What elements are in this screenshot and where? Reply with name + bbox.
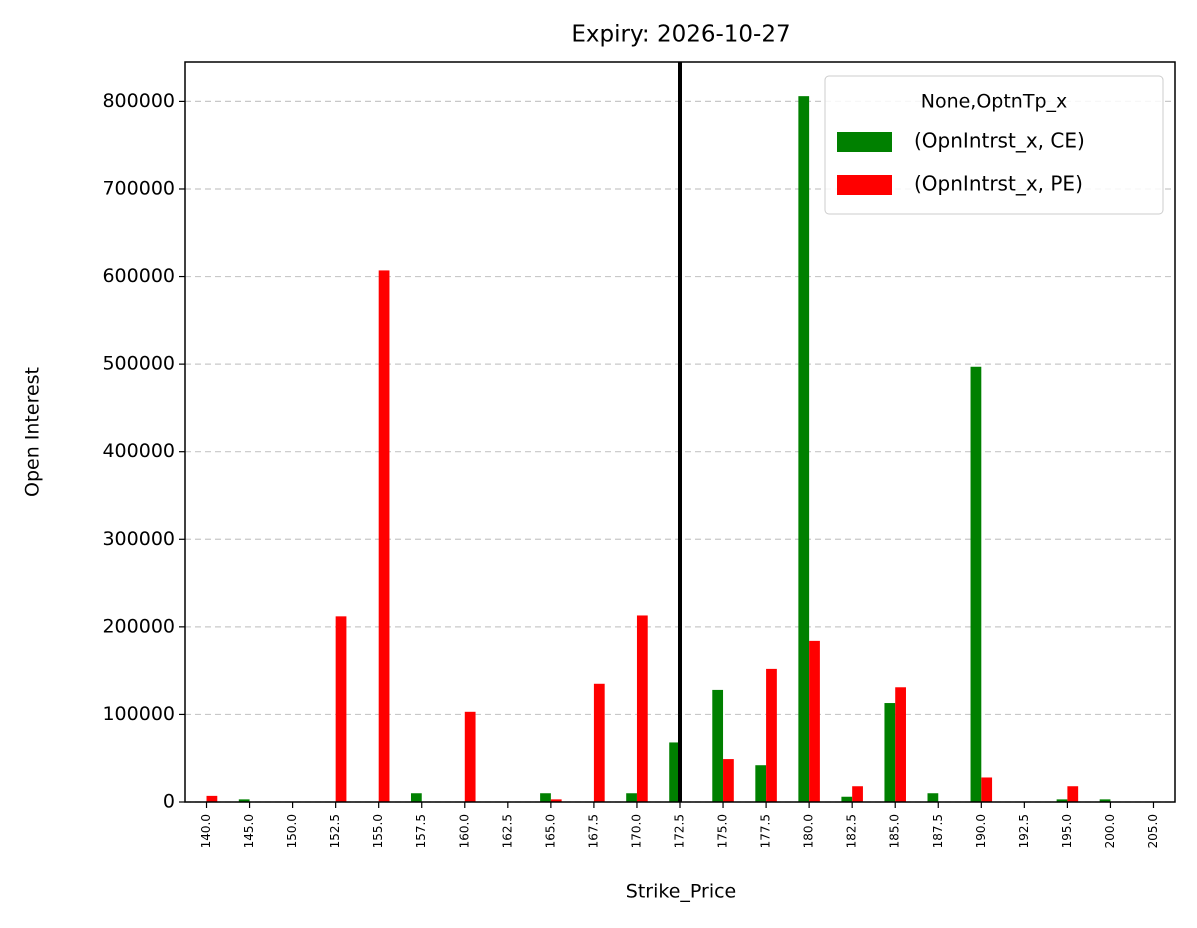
x-tick-label: 140.0 (199, 814, 213, 848)
bar (1056, 799, 1068, 802)
bar (540, 793, 551, 802)
x-tick-label: 152.5 (328, 814, 342, 848)
x-tick-label: 185.0 (888, 814, 902, 848)
x-tick-label: 157.5 (414, 814, 428, 848)
y-tick-label: 800000 (102, 90, 175, 112)
x-tick-label: 192.5 (1017, 814, 1031, 848)
y-tick-label: 500000 (102, 353, 175, 375)
bar (464, 711, 476, 802)
bar (723, 759, 734, 802)
y-tick-label: 0 (163, 791, 175, 813)
chart-title: Expiry: 2026-10-27 (571, 22, 790, 48)
bar (335, 616, 347, 802)
bar (550, 799, 562, 802)
x-tick-label: 180.0 (802, 814, 816, 848)
bar (626, 793, 637, 802)
y-tick-label: 300000 (102, 528, 175, 550)
x-tick-label: 200.0 (1103, 814, 1117, 848)
y-tick-label: 400000 (102, 440, 175, 462)
bar (798, 96, 810, 802)
bar (712, 689, 724, 802)
bar (593, 683, 605, 802)
bar (636, 615, 648, 802)
legend-swatch (837, 175, 892, 195)
y-tick-label: 600000 (102, 265, 175, 287)
x-tick-label: 205.0 (1146, 814, 1160, 848)
x-tick-label: 182.5 (845, 814, 859, 848)
x-tick-label: 145.0 (242, 814, 256, 848)
plot-frame (184, 61, 1176, 803)
bar (970, 366, 982, 802)
x-tick-label: 170.0 (629, 814, 643, 848)
legend-swatch (837, 132, 892, 152)
legend-label: (OpnIntrst_x, PE) (914, 172, 1083, 196)
x-tick-label: 190.0 (974, 814, 988, 848)
x-tick-label: 177.5 (759, 814, 773, 848)
x-tick-label: 165.0 (543, 814, 557, 848)
y-tick-label: 100000 (102, 703, 175, 725)
bar (378, 270, 390, 802)
bar (895, 687, 906, 802)
legend-title: None,OptnTp_x (921, 91, 1068, 113)
x-axis-label: Strike_Price (626, 881, 736, 903)
y-tick-label: 200000 (102, 615, 175, 637)
bar (755, 765, 767, 802)
x-tick-label: 160.0 (457, 814, 471, 848)
bar (1067, 786, 1079, 802)
x-tick-label: 162.5 (500, 814, 514, 848)
legend-box (824, 75, 1164, 215)
bar (1099, 799, 1111, 802)
bar (669, 742, 680, 802)
x-tick-label: 167.5 (586, 814, 600, 848)
legend-label: (OpnIntrst_x, CE) (914, 129, 1085, 153)
bar (206, 795, 218, 802)
bar (238, 799, 250, 802)
bar (766, 668, 777, 802)
bar (410, 793, 422, 802)
bar (981, 777, 993, 802)
x-tick-label: 150.0 (285, 814, 299, 848)
bar (809, 640, 820, 802)
x-tick-label: 172.5 (673, 814, 687, 848)
bar (884, 703, 896, 802)
x-tick-label: 155.0 (371, 814, 385, 848)
bar (852, 786, 863, 802)
y-axis-label: Open Interest (22, 367, 44, 497)
x-tick-label: 175.0 (716, 814, 730, 848)
x-tick-label: 187.5 (931, 814, 945, 848)
y-tick-label: 700000 (102, 177, 175, 199)
bar (841, 796, 853, 802)
bar (927, 793, 939, 802)
x-tick-label: 195.0 (1060, 814, 1074, 848)
